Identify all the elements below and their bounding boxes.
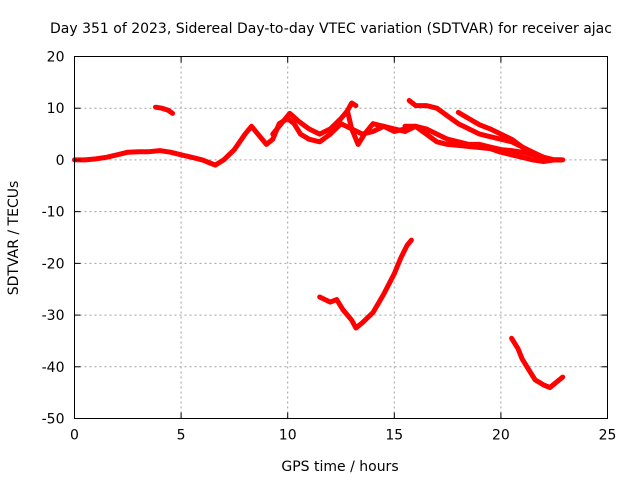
y-tick-label: 20 [47,50,65,66]
plot-frame [74,56,608,419]
y-tick-label: -30 [42,308,65,324]
x-tick-label: 20 [492,428,510,444]
series-segment-g [317,237,414,331]
x-axis-label: GPS time / hours [281,459,398,475]
y-tick-label: -10 [42,205,65,221]
x-tick-label: 25 [599,428,617,444]
series-segment-a [153,104,176,116]
series-segment-c [344,108,408,147]
series-baseline [72,116,564,168]
x-tick-label: 15 [385,428,403,444]
y-tick-label: 0 [56,153,65,169]
y-tick-label: -40 [42,360,65,376]
y-axis-label: SDTVAR / TECUs [6,181,22,296]
axis-ticks: 0 5 10 15 20 25 -50 -40 -30 -20 -10 0 10 20 [42,50,617,444]
x-tick-label: 10 [279,428,297,444]
series-segment-e [402,123,546,160]
series-segment-h [509,335,566,390]
x-tick-label: 0 [70,428,79,444]
y-tick-label: -20 [42,256,65,272]
data-series [72,98,566,390]
x-tick-label: 5 [177,428,186,444]
series-segment-f [455,109,564,163]
series-segment-b [270,100,359,137]
y-tick-label: -50 [42,412,65,428]
y-tick-label: 10 [47,101,65,117]
chart-title: Day 351 of 2023, Sidereal Day-to-day VTE… [50,21,612,37]
